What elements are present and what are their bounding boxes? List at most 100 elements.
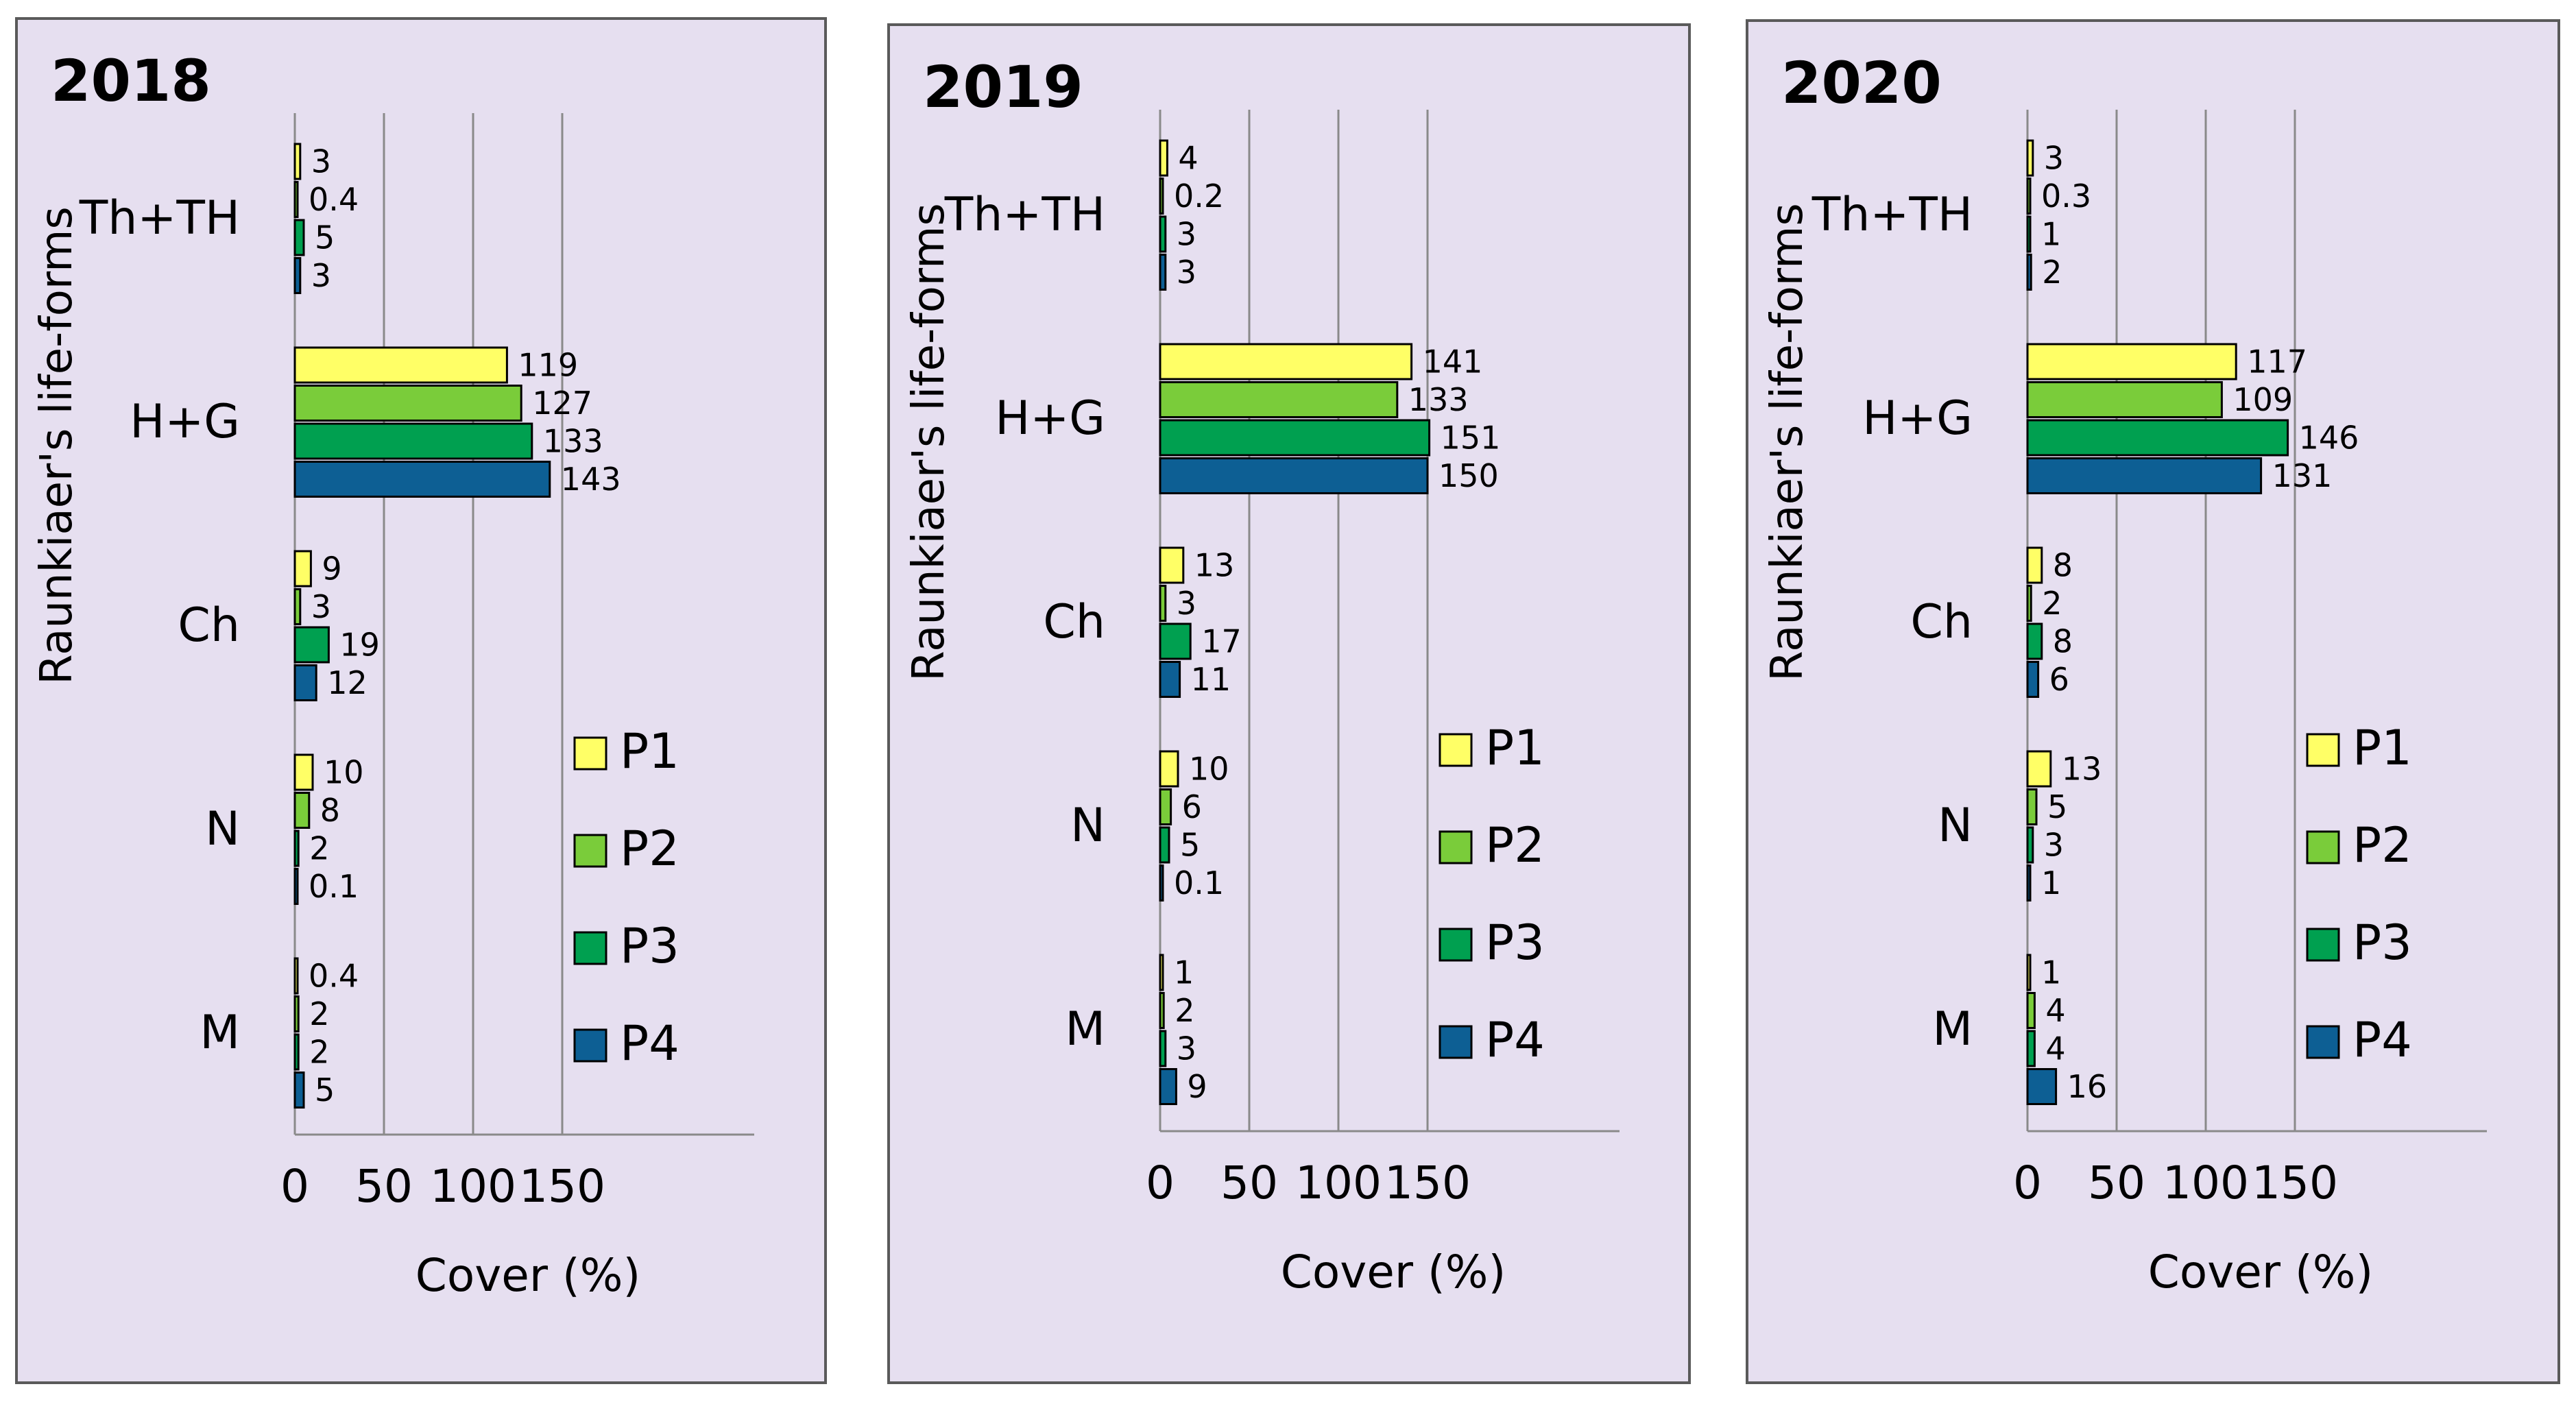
bar-P1-Th+TH (1159, 139, 1168, 177)
bar-P2-N (1159, 788, 1172, 825)
category-label-M: M (200, 1006, 240, 1060)
bar-P1-Ch (2026, 546, 2043, 584)
legend-label-P4: P4 (2352, 1012, 2412, 1068)
data-label-P2-N: 5 (2047, 788, 2067, 825)
bar-P3-H+G (293, 422, 533, 460)
category-label-M: M (1932, 1002, 1973, 1056)
data-label-P3-H+G: 151 (1441, 420, 1501, 457)
bar-P3-M (1159, 1030, 1167, 1067)
bar-P2-M (2026, 992, 2036, 1029)
bar-P1-Th+TH (2026, 139, 2034, 177)
data-label-P1-M: 1 (1174, 954, 1194, 991)
x-tick-label: 50 (355, 1160, 413, 1213)
data-label-P4-N: 0.1 (309, 868, 359, 905)
chart-title: 2019 (923, 53, 1083, 121)
data-label-P4-M: 9 (1187, 1068, 1207, 1105)
bar-P4-Ch (1159, 661, 1181, 698)
data-label-P2-H+G: 133 (1408, 381, 1469, 418)
bar-P3-Ch (293, 626, 330, 664)
category-label-Th+TH: Th+TH (1811, 188, 1973, 242)
x-tick-label: 50 (2088, 1157, 2145, 1209)
category-label-Ch: Ch (1043, 595, 1105, 649)
data-label-P2-Ch: 2 (2042, 585, 2062, 622)
data-label-P3-Th+TH: 5 (315, 219, 335, 256)
data-label-P1-H+G: 117 (2247, 343, 2307, 380)
bar-P4-Ch (293, 664, 317, 701)
legend-swatch-P2 (1439, 830, 1473, 864)
legend-swatch-P1 (2306, 733, 2340, 767)
data-label-P3-Ch: 19 (339, 627, 380, 664)
data-label-P3-Ch: 8 (2053, 623, 2073, 660)
bar-P2-Ch (2026, 585, 2032, 622)
bar-P1-N (2026, 750, 2052, 788)
data-label-P3-N: 3 (2044, 827, 2064, 864)
data-label-P2-Th+TH: 0.4 (309, 181, 359, 218)
y-axis-title: Raunkiaer's life-forms (904, 203, 954, 681)
data-label-P2-H+G: 109 (2232, 381, 2293, 418)
category-label-H+G: H+G (1862, 391, 1973, 446)
data-label-P3-H+G: 133 (543, 423, 603, 460)
bar-P2-H+G (293, 385, 522, 422)
category-label-N: N (1070, 799, 1105, 853)
bar-P4-H+G (2026, 457, 2263, 494)
bar-P2-Th+TH (293, 181, 299, 218)
y-axis-title: Raunkiaer's life-forms (1762, 203, 1813, 681)
bar-P1-Ch (293, 550, 312, 588)
data-label-P3-N: 2 (309, 830, 329, 867)
bar-P2-M (1159, 992, 1165, 1029)
bar-P4-Th+TH (2026, 254, 2032, 291)
legend-label-P2: P2 (1485, 817, 1545, 873)
x-tick-label: 50 (1220, 1157, 1278, 1209)
bar-P4-M (293, 1072, 305, 1109)
bar-P4-Th+TH (293, 257, 302, 294)
data-label-P1-M: 1 (2041, 954, 2061, 991)
bar-P3-Th+TH (2026, 215, 2032, 253)
legend-label-P2: P2 (620, 821, 679, 877)
bar-P4-M (2026, 1068, 2058, 1105)
data-label-P2-Ch: 3 (311, 588, 331, 625)
category-label-Th+TH: Th+TH (79, 191, 240, 245)
data-label-P2-Th+TH: 0.2 (1174, 178, 1224, 215)
data-label-P4-Th+TH: 2 (2042, 254, 2062, 291)
panel-background (1746, 19, 2560, 1384)
x-tick-label: 150 (519, 1160, 605, 1213)
bar-P1-H+G (2026, 343, 2237, 380)
bar-P3-Th+TH (293, 219, 305, 256)
bar-P3-M (2026, 1030, 2036, 1067)
bar-P1-N (1159, 750, 1179, 788)
x-axis-title: Cover (%) (1281, 1246, 1506, 1298)
bar-P2-H+G (2026, 381, 2223, 418)
x-tick-label: 100 (1295, 1157, 1382, 1209)
legend-swatch-P1 (1439, 733, 1473, 767)
bar-P4-N (1159, 864, 1164, 901)
bar-P3-N (1159, 826, 1170, 864)
bar-P1-H+G (1159, 343, 1413, 380)
bar-P1-N (293, 753, 314, 791)
bar-P1-M (1159, 954, 1164, 991)
data-label-P2-H+G: 127 (532, 385, 592, 422)
bar-P2-Ch (293, 588, 302, 625)
data-label-P2-M: 2 (309, 995, 329, 1032)
x-tick-label: 0 (2013, 1157, 2042, 1209)
x-tick-label: 150 (1384, 1157, 1471, 1209)
legend-swatch-P1 (573, 736, 607, 771)
category-label-Ch: Ch (178, 598, 240, 653)
legend-swatch-P2 (2306, 830, 2340, 864)
data-label-P4-Ch: 11 (1191, 661, 1231, 698)
legend-label-P1: P1 (620, 723, 679, 779)
bar-P1-M (2026, 954, 2032, 991)
data-label-P3-Ch: 17 (1201, 623, 1242, 660)
data-label-P3-H+G: 146 (2299, 420, 2359, 457)
y-axis-title: Raunkiaer's life-forms (32, 206, 82, 685)
data-label-P4-Ch: 12 (327, 664, 368, 701)
data-label-P3-M: 2 (309, 1034, 329, 1071)
data-label-P2-M: 4 (2045, 992, 2065, 1029)
x-tick-label: 0 (280, 1160, 309, 1213)
data-label-P4-Ch: 6 (2049, 661, 2069, 698)
bar-P2-Th+TH (1159, 178, 1164, 215)
legend-label-P3: P3 (1485, 915, 1545, 971)
x-axis-title: Cover (%) (2148, 1246, 2373, 1298)
data-label-P2-M: 2 (1175, 992, 1194, 1029)
x-axis-title: Cover (%) (416, 1249, 640, 1302)
legend-swatch-P2 (573, 834, 607, 868)
